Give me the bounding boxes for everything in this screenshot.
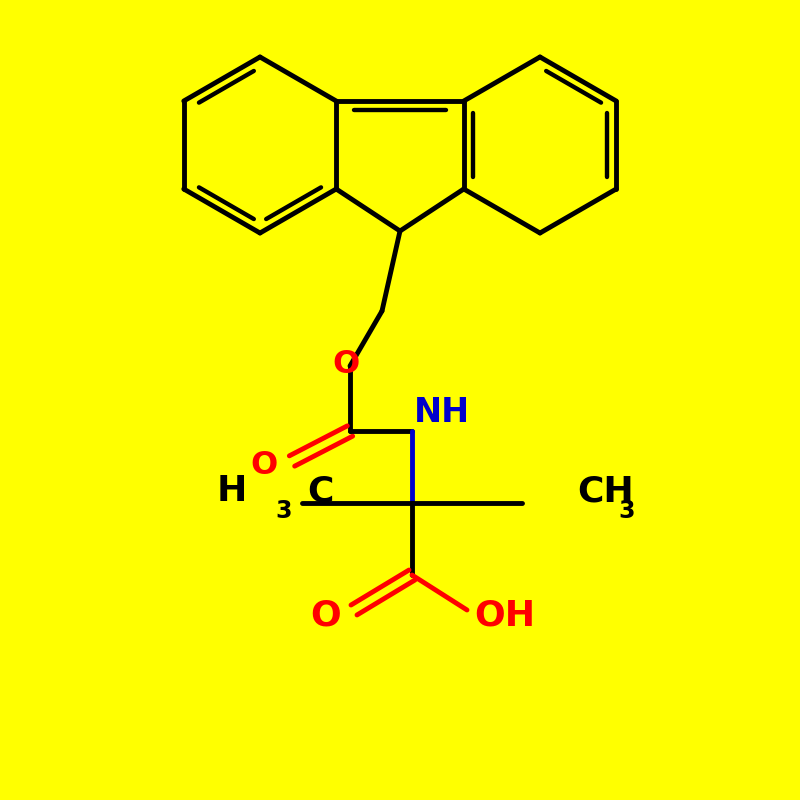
Text: 3: 3	[276, 499, 292, 523]
Text: O: O	[310, 599, 342, 633]
Text: H: H	[217, 474, 247, 508]
Text: NH: NH	[414, 397, 470, 430]
Text: C: C	[307, 474, 334, 508]
Text: O: O	[332, 349, 360, 379]
Text: CH: CH	[577, 474, 634, 508]
Text: OH: OH	[474, 599, 535, 633]
Text: O: O	[250, 450, 278, 481]
Text: 3: 3	[618, 499, 635, 523]
